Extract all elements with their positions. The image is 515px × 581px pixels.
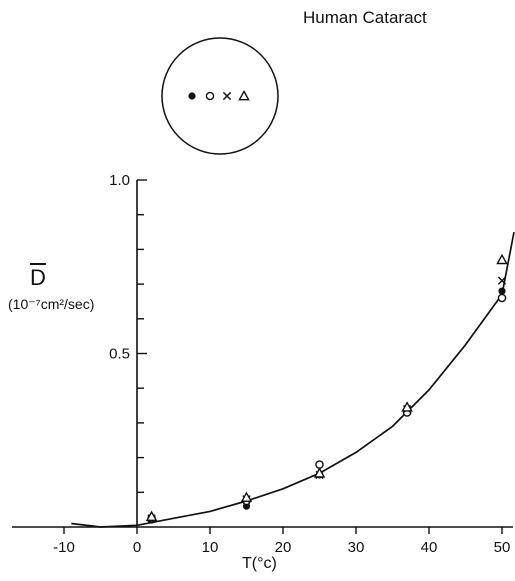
x-tick-label: 10: [202, 539, 219, 556]
legend-marker-cross: [222, 91, 232, 101]
legend-inset: [161, 37, 279, 155]
x-tick-label: 0: [133, 539, 141, 556]
fit-curve-layer: [71, 231, 515, 528]
data-point-open-circle: [315, 460, 324, 469]
legend-marker-filled-circle: [188, 92, 196, 100]
data-point-cross: [497, 276, 507, 285]
data-point-triangle: [145, 510, 158, 521]
chart-title: Human Cataract: [303, 8, 427, 27]
y-tick-label: 1.0: [109, 172, 130, 189]
data-points: [145, 253, 508, 524]
data-point-open-circle: [497, 293, 507, 303]
x-tick-label: -10: [53, 539, 75, 556]
x-tick-label: 20: [275, 539, 292, 556]
legend-marker-open-circle: [205, 91, 215, 101]
y-axis-label: D: [30, 265, 46, 290]
data-point-triangle: [401, 401, 413, 412]
y-axis-units: (10⁻⁷cm²/sec): [8, 296, 95, 312]
data-point-filled-circle: [498, 287, 506, 295]
fit-curve: [71, 231, 515, 528]
axes: -10 0 10 20 30 40 50 0.5 1.0: [12, 172, 513, 556]
x-tick-label: 30: [348, 539, 365, 556]
data-point-triangle: [240, 491, 253, 502]
y-tick-label: 0.5: [109, 346, 130, 363]
x-axis-label: T(°c): [242, 555, 277, 572]
legend-circle: [161, 37, 279, 155]
x-tick-label: 50: [494, 539, 511, 556]
data-point-triangle: [313, 467, 326, 478]
data-point-triangle: [496, 253, 508, 265]
x-tick-label: 40: [421, 539, 438, 556]
legend-marker-triangle: [238, 89, 250, 101]
